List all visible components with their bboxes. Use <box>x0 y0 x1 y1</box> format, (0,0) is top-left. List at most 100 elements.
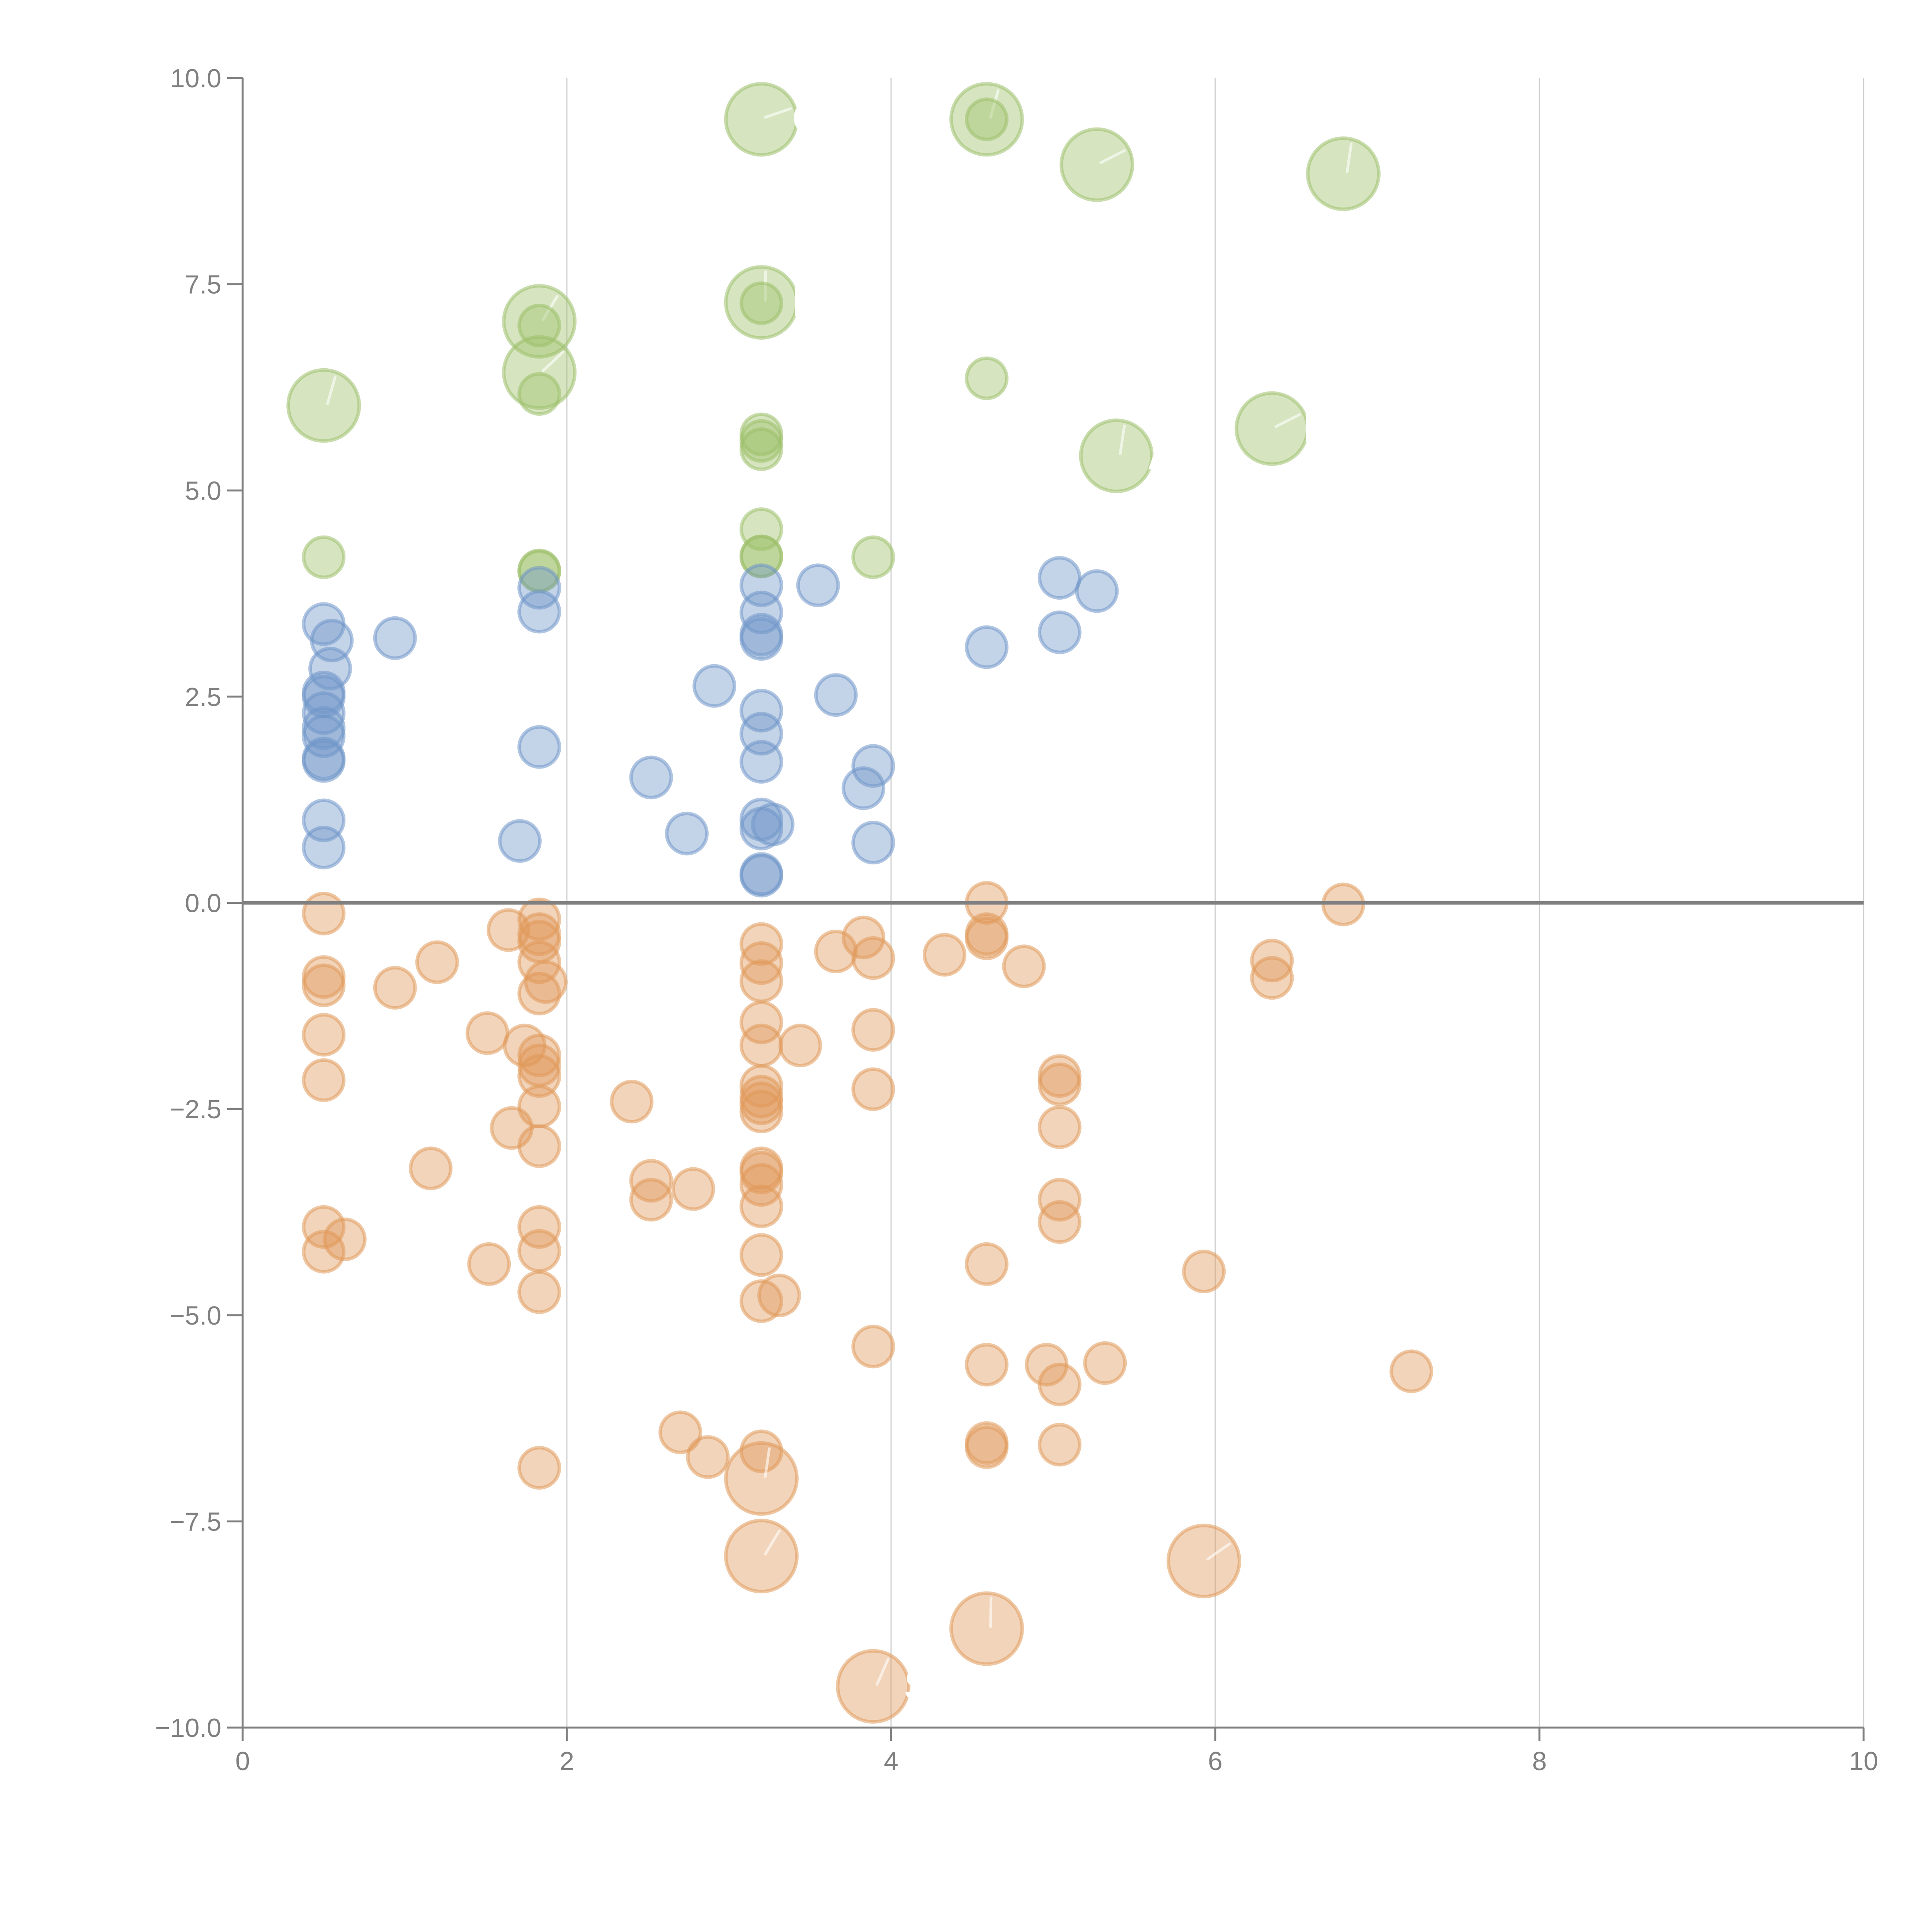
bubble-orange[interactable] <box>836 1649 911 1724</box>
bubble-green[interactable] <box>286 368 361 443</box>
bubble-orange[interactable] <box>778 1024 822 1068</box>
bubble-orange[interactable] <box>517 1124 561 1168</box>
bubble-blue[interactable] <box>851 744 895 788</box>
bubble-blue[interactable] <box>739 689 783 733</box>
bubble-blue[interactable] <box>796 563 840 607</box>
bubble-orange[interactable] <box>517 1229 561 1273</box>
bubble-orange[interactable] <box>1002 944 1046 988</box>
bubble-orange[interactable] <box>1250 956 1294 1000</box>
bubble-orange[interactable] <box>739 959 783 1003</box>
bubble-orange[interactable] <box>965 1425 1009 1469</box>
bubble-orange[interactable] <box>302 891 346 935</box>
bubble-blue[interactable] <box>498 819 542 863</box>
bubble-orange[interactable] <box>739 941 783 985</box>
bubble-green[interactable] <box>1306 136 1381 211</box>
bubble-orange[interactable] <box>517 1270 561 1314</box>
bubble-blue[interactable] <box>1075 569 1119 613</box>
bubble-orange[interactable] <box>739 1090 783 1134</box>
bubble-green[interactable] <box>851 535 895 579</box>
bubble-orange[interactable] <box>1037 1105 1082 1149</box>
bubble-green[interactable] <box>1235 391 1310 466</box>
bubble-orange[interactable] <box>517 1446 561 1490</box>
bubble-orange[interactable] <box>851 1067 895 1111</box>
bubble-blue[interactable] <box>302 739 346 783</box>
bubble-orange[interactable] <box>851 1325 895 1369</box>
bubble-orange[interactable] <box>671 1167 715 1211</box>
bubble-orange[interactable] <box>724 1441 799 1516</box>
bubble-blue[interactable] <box>665 811 709 855</box>
bubble-blue[interactable] <box>302 691 346 735</box>
bubble-green[interactable] <box>949 82 1024 157</box>
bubble-green[interactable] <box>302 535 346 579</box>
bubble-blue[interactable] <box>739 854 783 898</box>
bubble-blue[interactable] <box>517 590 561 634</box>
bubble-orange[interactable] <box>323 1217 367 1261</box>
bubble-orange[interactable] <box>658 1410 702 1454</box>
bubble-orange[interactable] <box>965 1242 1009 1286</box>
bubble-orange[interactable] <box>965 1343 1009 1387</box>
bubble-blue[interactable] <box>739 617 783 661</box>
bubble-orange[interactable] <box>949 1591 1024 1666</box>
bubble-orange[interactable] <box>373 966 417 1010</box>
bubble-orange[interactable] <box>409 1146 453 1190</box>
bubble-blue[interactable] <box>1037 556 1082 600</box>
bubble-orange[interactable] <box>524 960 568 1004</box>
bubble-green[interactable] <box>724 265 799 340</box>
bubble-blue[interactable] <box>842 766 886 810</box>
bubble-blue[interactable] <box>629 755 673 799</box>
bubble-green[interactable] <box>739 281 783 325</box>
bubble-orange[interactable] <box>610 1080 654 1124</box>
bubble-orange[interactable] <box>686 1435 730 1479</box>
bubble-orange[interactable] <box>1167 1524 1242 1599</box>
bubble-orange[interactable] <box>851 1008 895 1052</box>
bubble-orange[interactable] <box>851 936 895 980</box>
bubble-orange[interactable] <box>517 971 561 1015</box>
bubble-orange[interactable] <box>724 1519 799 1594</box>
bubble-orange[interactable] <box>1037 1362 1082 1406</box>
bubble-orange[interactable] <box>415 940 459 984</box>
bubble-blue[interactable] <box>302 714 346 758</box>
bubble-green[interactable] <box>517 372 561 416</box>
bubble-orange[interactable] <box>302 963 346 1007</box>
bubble-orange[interactable] <box>302 1205 346 1249</box>
bubble-green[interactable] <box>1079 418 1154 493</box>
bubble-blue[interactable] <box>851 821 895 865</box>
bubble-blue[interactable] <box>1037 610 1082 654</box>
bubble-orange[interactable] <box>739 1150 783 1194</box>
bubble-green[interactable] <box>724 82 799 157</box>
bubble-blue[interactable] <box>517 566 561 610</box>
bubble-green[interactable] <box>965 356 1009 400</box>
bubble-orange[interactable] <box>739 1233 783 1277</box>
bubble-blue[interactable] <box>692 664 736 708</box>
bubble-orange[interactable] <box>814 929 858 973</box>
bubble-blue[interactable] <box>814 673 858 717</box>
bubble-orange[interactable] <box>517 1054 561 1098</box>
bubble-green[interactable] <box>1060 127 1134 202</box>
bubble-orange[interactable] <box>517 1205 561 1249</box>
bubble-blue[interactable] <box>965 625 1009 669</box>
bubble-orange[interactable] <box>629 1178 673 1222</box>
bubble-blue[interactable] <box>517 725 561 769</box>
bubble-orange[interactable] <box>842 915 886 959</box>
bubble-orange[interactable] <box>1037 1062 1082 1106</box>
bubble-orange[interactable] <box>1037 1200 1082 1244</box>
bubble-orange[interactable] <box>739 1024 783 1068</box>
bubble-orange[interactable] <box>739 1279 783 1323</box>
bubble-blue[interactable] <box>302 825 346 869</box>
bubble-orange[interactable] <box>1250 939 1294 983</box>
bubble-orange[interactable] <box>1389 1349 1434 1393</box>
bubble-green[interactable] <box>739 427 783 471</box>
bubble-orange[interactable] <box>1037 1423 1082 1467</box>
bubble-orange[interactable] <box>467 1242 511 1286</box>
bubble-green[interactable] <box>965 97 1009 141</box>
bubble-orange[interactable] <box>739 1184 783 1228</box>
bubble-orange[interactable] <box>1037 1178 1082 1222</box>
bubble-orange[interactable] <box>1083 1341 1127 1385</box>
bubble-orange[interactable] <box>739 1000 783 1044</box>
bubble-orange[interactable] <box>1182 1250 1226 1294</box>
bubble-blue[interactable] <box>373 616 417 660</box>
bubble-green[interactable] <box>517 303 561 347</box>
bubble-orange[interactable] <box>922 933 966 977</box>
bubble-orange[interactable] <box>302 1058 346 1102</box>
bubble-orange[interactable] <box>965 916 1009 960</box>
